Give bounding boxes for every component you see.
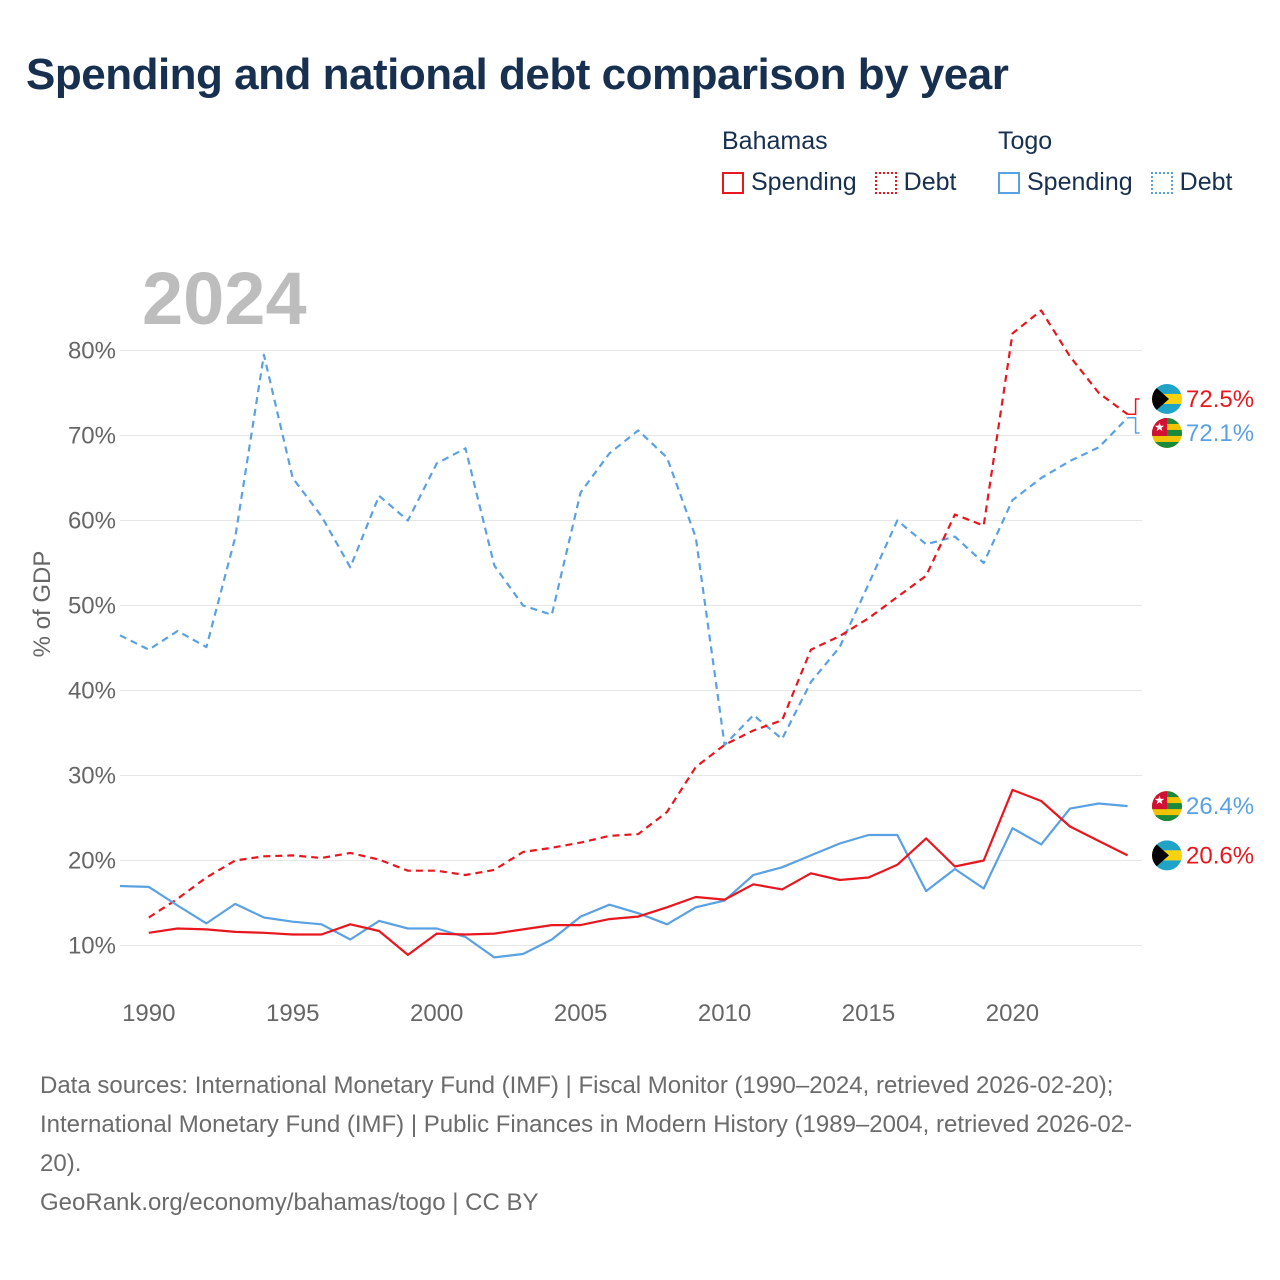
end-value-label: 72.1%	[1186, 420, 1254, 447]
legend-group-togo: Togo Spending Debt	[998, 126, 1250, 197]
legend-item-togo-debt[interactable]: Debt	[1150, 168, 1233, 197]
legend-group-name: Togo	[998, 127, 1053, 155]
legend-label: Spending	[1027, 168, 1133, 196]
x-tick-label: 1990	[122, 1000, 175, 1027]
series-line-togo-debt	[119, 353, 1129, 747]
y-tick-label: 80%	[68, 338, 116, 365]
legend-swatch-dotted	[874, 171, 897, 194]
togo-flag-icon	[1152, 418, 1182, 448]
legend-swatch-solid	[998, 171, 1020, 194]
line-chart: 2024 % of GDP 10% 20% 30% 40% 50% 60% 70% 80% 1…	[29, 257, 1254, 1027]
footer-attribution[interactable]: GeoRank.org/economy/bahamas/togo | CC BY	[40, 1189, 539, 1216]
x-tick-label: 2015	[842, 1000, 895, 1027]
togo-flag-icon	[1152, 791, 1182, 821]
end-label-bahamas: 20.6%	[1152, 840, 1254, 870]
series-lines	[119, 309, 1129, 959]
legend-group-bahamas: Bahamas Spending Debt	[722, 126, 974, 197]
x-tick-label: 2005	[554, 1000, 607, 1027]
y-tick-label: 70%	[68, 423, 116, 450]
legend-label: Debt	[903, 168, 957, 196]
end-label-connector	[1127, 398, 1140, 416]
legend-label: Debt	[1179, 168, 1233, 196]
legend-item-bahamas-debt[interactable]: Debt	[874, 168, 957, 197]
legend-label: Spending	[751, 168, 857, 196]
end-labels: 72.5% 72.1% 26.4% 20.6%	[1127, 384, 1254, 870]
chart-title: Spending and national debt comparison by…	[26, 50, 1009, 99]
series-line-bahamas-spending	[148, 788, 1129, 957]
y-tick-label: 10%	[68, 933, 116, 960]
year-label: 2024	[142, 257, 307, 340]
y-axis-label: % of GDP	[29, 551, 56, 658]
footer-source-line-1: Data sources: International Monetary Fun…	[40, 1072, 1114, 1099]
y-tick-label: 60%	[68, 508, 116, 535]
end-value-label: 20.6%	[1186, 842, 1254, 869]
end-label-togo: 72.1%	[1127, 416, 1254, 448]
end-label-bahamas: 72.5%	[1127, 384, 1254, 416]
footer: Data sources: International Monetary Fun…	[40, 1066, 1240, 1222]
gridlines	[120, 350, 1142, 946]
footer-source-line-2: International Monetary Fund (IMF) | Publ…	[40, 1111, 1133, 1138]
legend-swatch-solid	[722, 171, 744, 194]
legend-item-bahamas-spending[interactable]: Spending	[722, 168, 857, 197]
y-tick-label: 30%	[68, 763, 116, 790]
y-tick-label: 20%	[68, 848, 116, 875]
legend-item-togo-spending[interactable]: Spending	[998, 168, 1133, 197]
legend-swatch-dotted	[1150, 171, 1173, 194]
footer-source-line-3: 20).	[40, 1150, 82, 1177]
end-label-connector	[1127, 416, 1140, 434]
legend-group-name: Bahamas	[722, 127, 828, 155]
bahamas-flag-icon	[1152, 840, 1182, 870]
x-tick-label: 2000	[410, 1000, 463, 1027]
y-axis-ticks: 10% 20% 30% 40% 50% 60% 70% 80%	[68, 338, 116, 960]
end-label-togo: 26.4%	[1152, 791, 1254, 821]
x-tick-label: 1995	[266, 1000, 319, 1027]
end-value-label: 72.5%	[1186, 386, 1254, 413]
x-axis-ticks: 1990 1995 2000 2005 2010 2015 2020	[122, 1000, 1039, 1027]
y-tick-label: 50%	[68, 593, 116, 620]
x-tick-label: 2020	[986, 1000, 1039, 1027]
end-value-label: 26.4%	[1186, 793, 1254, 820]
x-tick-label: 2010	[698, 1000, 751, 1027]
y-tick-label: 40%	[68, 678, 116, 705]
series-line-bahamas-debt	[148, 309, 1129, 919]
series-line-togo-spending	[119, 802, 1128, 959]
bahamas-flag-icon	[1152, 384, 1182, 414]
